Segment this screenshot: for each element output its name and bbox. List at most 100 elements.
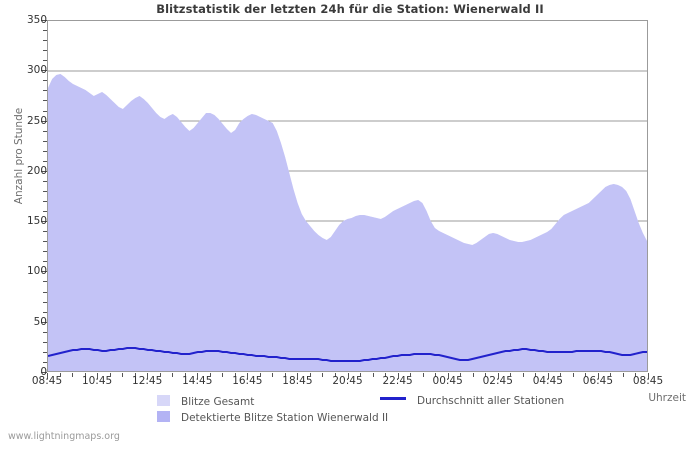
- y-axis-title: Anzahl pro Stunde: [13, 107, 25, 205]
- x-tick-mark: [122, 373, 124, 377]
- y-tick-mark: [43, 311, 47, 313]
- x-tick-mark: [59, 373, 61, 377]
- x-tick-mark: [435, 373, 437, 377]
- x-tick-mark: [309, 373, 311, 377]
- x-tick-mark: [648, 373, 649, 379]
- y-tick-mark: [43, 50, 47, 52]
- x-tick-label: 12:45: [132, 375, 163, 387]
- y-tick-label: 300: [26, 64, 47, 77]
- y-tick-label: 100: [26, 265, 47, 278]
- legend-item[interactable]: Durchschnitt aller Stationen: [380, 395, 564, 407]
- y-tick-label: 350: [26, 14, 47, 26]
- x-tick-mark: [385, 373, 387, 377]
- y-tick-mark: [43, 100, 47, 102]
- x-tick-mark: [184, 373, 186, 377]
- x-tick-label: 06:45: [582, 375, 614, 387]
- y-tick-mark: [43, 201, 47, 203]
- y-tick-mark: [43, 341, 47, 343]
- legend-label: Blitze Gesamt: [181, 396, 255, 408]
- x-tick-label: 14:45: [182, 375, 213, 387]
- y-tick-label: 200: [26, 164, 47, 177]
- y-tick-mark: [41, 70, 47, 72]
- x-tick-mark: [635, 373, 637, 377]
- x-tick-label: 20:45: [332, 375, 363, 387]
- y-tick-mark: [43, 301, 47, 303]
- y-tick-label: 0: [40, 366, 47, 378]
- y-tick-mark: [43, 160, 47, 162]
- y-tick-mark: [43, 110, 47, 112]
- y-tick-mark: [43, 30, 47, 32]
- x-tick-mark: [109, 373, 111, 377]
- y-tick-mark: [43, 281, 47, 283]
- x-tick-mark: [397, 373, 399, 379]
- x-tick-mark: [535, 373, 537, 377]
- y-tick-mark: [41, 221, 47, 223]
- y-tick-mark: [43, 80, 47, 82]
- x-tick-mark: [97, 373, 99, 379]
- y-tick-mark: [43, 180, 47, 182]
- y-tick-mark: [41, 321, 47, 323]
- legend: Blitze Gesamt Detektierte Blitze Station …: [0, 393, 700, 427]
- y-tick-mark: [43, 60, 47, 62]
- legend-item[interactable]: Blitze Gesamt: [157, 395, 254, 408]
- legend-item[interactable]: Detektierte Blitze Station Wienerwald II: [157, 411, 388, 424]
- x-tick-mark: [610, 373, 612, 377]
- x-tick-mark: [159, 373, 161, 377]
- x-tick-mark: [585, 373, 587, 377]
- x-tick-mark: [360, 373, 362, 377]
- y-tick-mark: [43, 291, 47, 293]
- x-tick-mark: [134, 373, 136, 377]
- y-tick-mark: [43, 351, 47, 353]
- y-tick-mark: [41, 271, 47, 273]
- y-tick-mark: [43, 261, 47, 263]
- x-tick-mark: [597, 373, 599, 379]
- x-tick-mark: [410, 373, 412, 377]
- x-tick-mark: [372, 373, 374, 377]
- y-tick-mark: [43, 150, 47, 152]
- x-tick-label: 16:45: [232, 375, 263, 387]
- area-series-station: [48, 73, 647, 371]
- x-tick-label: 00:45: [432, 375, 463, 387]
- x-tick-mark: [334, 373, 336, 377]
- x-tick-mark: [497, 373, 499, 379]
- legend-label: Detektierte Blitze Station Wienerwald II: [181, 412, 389, 424]
- y-tick-mark: [43, 241, 47, 243]
- y-tick-label: 150: [26, 215, 47, 228]
- x-tick-label: 08:45: [31, 375, 63, 387]
- y-tick-mark: [41, 20, 47, 21]
- y-tick-mark: [43, 40, 47, 42]
- y-tick-mark: [41, 372, 47, 373]
- x-tick-mark: [297, 373, 299, 379]
- x-tick-mark: [347, 373, 349, 379]
- y-tick-label: 250: [26, 114, 47, 127]
- x-tick-mark: [234, 373, 236, 377]
- x-tick-mark: [547, 373, 549, 379]
- y-tick-mark: [43, 140, 47, 142]
- y-tick-mark: [43, 211, 47, 213]
- y-tick-mark: [41, 120, 47, 122]
- x-tick-mark: [284, 373, 286, 377]
- x-tick-mark: [522, 373, 524, 377]
- x-tick-mark: [47, 373, 48, 379]
- y-tick-mark: [41, 170, 47, 172]
- x-tick-mark: [272, 373, 274, 377]
- x-tick-label: 10:45: [81, 375, 113, 387]
- y-tick-mark: [43, 331, 47, 333]
- x-tick-label: 08:45: [632, 375, 664, 387]
- x-tick-mark: [572, 373, 574, 377]
- x-tick-mark: [72, 373, 74, 377]
- y-tick-mark: [43, 361, 47, 363]
- y-tick-label: 50: [33, 315, 47, 328]
- x-tick-mark: [172, 373, 174, 377]
- x-tick-mark: [485, 373, 487, 377]
- x-tick-mark: [322, 373, 324, 377]
- legend-label: Durchschnitt aller Stationen: [417, 395, 565, 407]
- y-tick-mark: [43, 231, 47, 233]
- x-tick-label: 04:45: [532, 375, 563, 387]
- y-tick-mark: [43, 130, 47, 132]
- x-tick-mark: [510, 373, 512, 377]
- x-tick-mark: [247, 373, 249, 379]
- x-tick-label: 02:45: [482, 375, 513, 387]
- y-tick-mark: [43, 190, 47, 192]
